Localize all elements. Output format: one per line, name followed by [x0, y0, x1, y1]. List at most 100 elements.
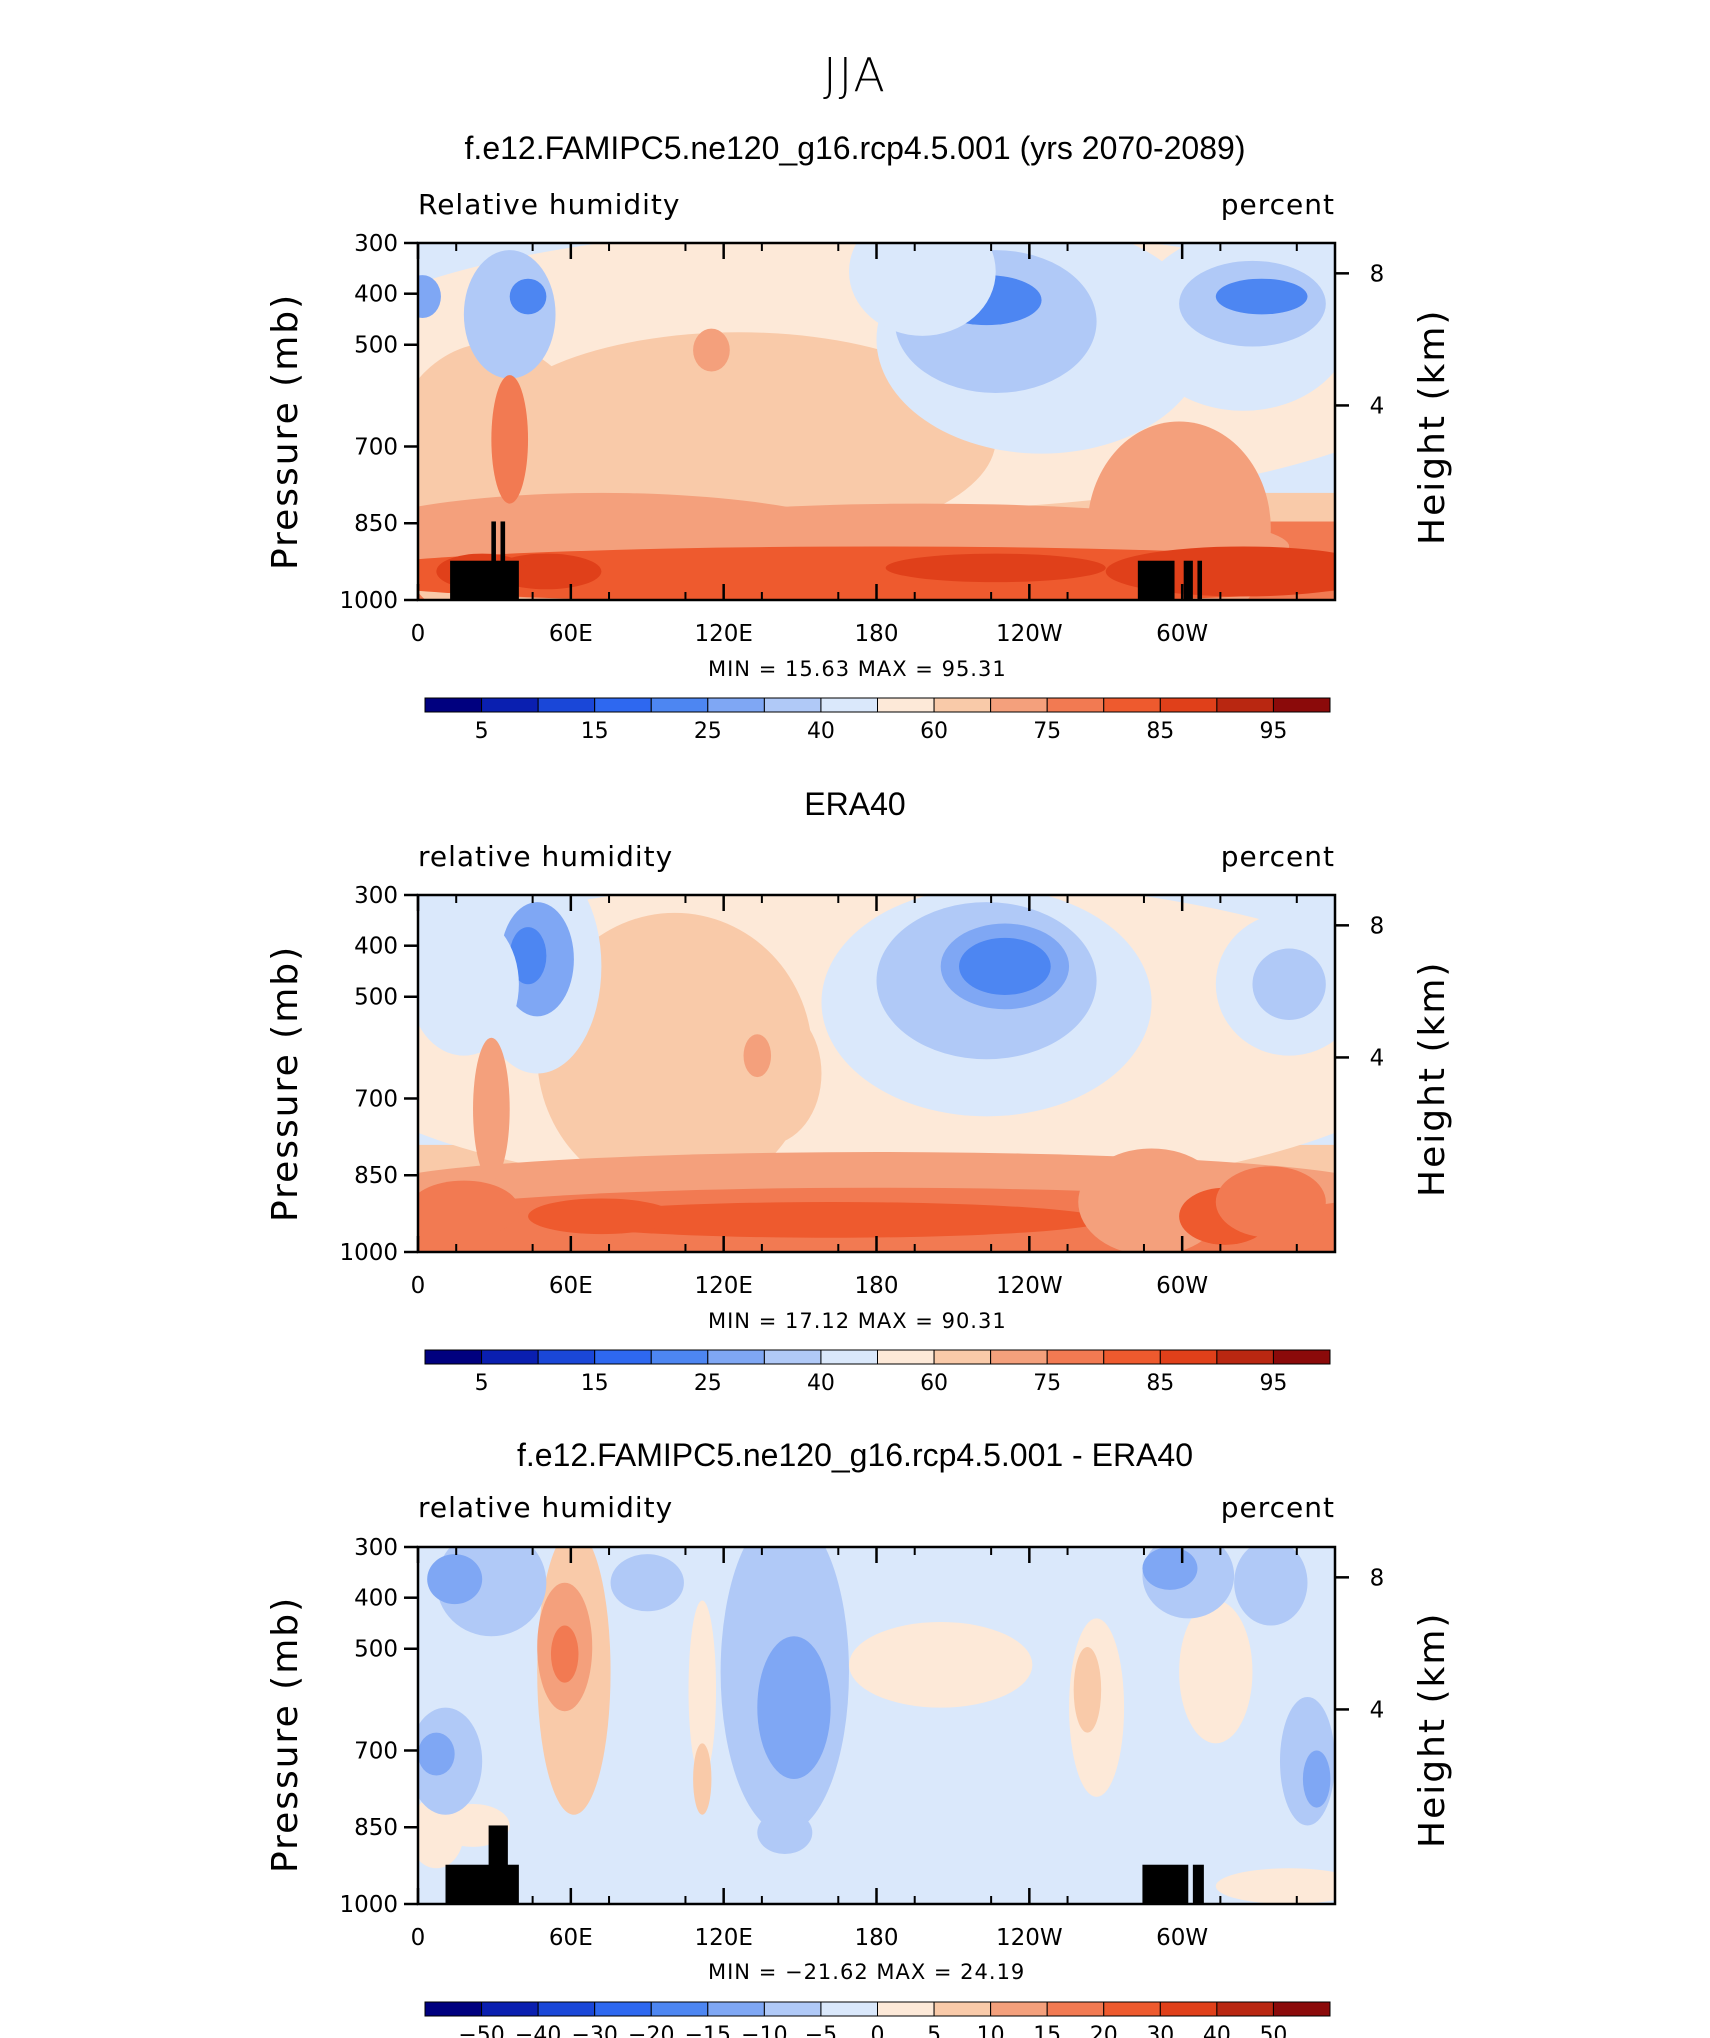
colorbar-label: −20 [628, 2023, 674, 2038]
panel-2-contour-field [418, 895, 1335, 1252]
contour-region [1073, 1646, 1102, 1733]
colorbar-label: −40 [515, 2023, 561, 2038]
colorbar-swatch [933, 697, 992, 713]
x-tick-label: 60W [1156, 621, 1208, 647]
colorbar-swatch [594, 1349, 652, 1365]
panel-2-units-label: percent [1220, 840, 1335, 873]
x-tick-label: 120E [694, 1925, 752, 1951]
x-tick-label: 0 [411, 1925, 426, 1951]
colorbar-label: 85 [1146, 1371, 1174, 1396]
y-tick-label: 400 [354, 1586, 398, 1612]
colorbar-swatch [481, 2001, 539, 2017]
y-tick-label: 700 [354, 1086, 398, 1112]
colorbar-swatch [650, 1349, 709, 1365]
colorbar-swatch [990, 697, 1048, 713]
colorbar-swatch [1046, 2001, 1105, 2017]
y2-tick-label: 8 [1370, 913, 1385, 939]
contour-region [1215, 1868, 1335, 1904]
colorbar-label: 25 [694, 1371, 722, 1396]
y-tick-label: 700 [354, 1738, 398, 1764]
contour-region [1215, 1166, 1326, 1238]
x-tick-label: 60W [1156, 1925, 1208, 1951]
panel-2-minmax: MIN = 17.12 MAX = 90.31 [708, 1309, 1007, 1333]
colorbar-swatch [1103, 2001, 1161, 2017]
y-tick-label: 1000 [339, 1892, 398, 1918]
colorbar-swatch [1216, 697, 1274, 713]
x-tick-label: 60E [549, 1273, 593, 1299]
contour-region [463, 250, 556, 379]
panel-3-title: f.e12.FAMIPC5.ne120_g16.rcp4.5.001 - ERA… [517, 1437, 1193, 1473]
colorbar-swatch [933, 2001, 992, 2017]
y-tick-label: 500 [354, 985, 398, 1011]
contour-region [959, 937, 1051, 995]
colorbar-swatch [1046, 697, 1105, 713]
panel-1-contour-field [418, 243, 1335, 600]
x-tick-label: 180 [855, 621, 899, 647]
y-tick-label: 300 [354, 883, 398, 909]
y-tick-label: 850 [354, 511, 398, 537]
colorbar-label: 0 [871, 2023, 885, 2038]
panel-2-chart: 0 60E 120E 180 120W 60W 300 400 500 700 850 1000 8 4 5… [339, 883, 1385, 1396]
y-tick-label: 500 [354, 1637, 398, 1663]
y-tick-label: 300 [354, 231, 398, 257]
contour-region [693, 1743, 712, 1815]
contour-region [1142, 1547, 1198, 1590]
colorbar-swatch [707, 697, 765, 713]
panel-3-chart: 0 60E 120E 180 120W 60W300400500700850100084−… [339, 1535, 1384, 2038]
y2-tick-label: 4 [1370, 393, 1385, 419]
contour-region [711, 1002, 822, 1145]
contour-region [1302, 1750, 1331, 1808]
colorbar-label: 5 [927, 2023, 941, 2038]
land-mask [1197, 560, 1203, 600]
colorbar-label: −10 [741, 2023, 787, 2038]
x-tick-label: 60W [1156, 1273, 1208, 1299]
y-tick-label: 400 [354, 934, 398, 960]
contour-region [757, 1636, 831, 1780]
land-mask [491, 521, 496, 600]
x-tick-label: 60E [549, 1925, 593, 1951]
colorbar-swatch [1103, 697, 1161, 713]
colorbar-swatch [537, 697, 596, 713]
colorbar-swatch [1272, 1349, 1331, 1365]
contour-region [1234, 1547, 1308, 1626]
colorbar-swatch [537, 2001, 596, 2017]
colorbar-swatch [1046, 1349, 1105, 1365]
land-mask [1183, 560, 1193, 600]
land-mask [1192, 1864, 1204, 1904]
colorbar-label: 75 [1033, 1371, 1061, 1396]
contour-region [473, 1037, 510, 1181]
colorbar-label: 40 [807, 1371, 835, 1396]
panel-1-units-label: percent [1220, 188, 1335, 221]
x-tick-label: 180 [855, 1925, 899, 1951]
contour-region [427, 1554, 483, 1605]
colorbar-label: 50 [1259, 2023, 1287, 2038]
x-tick-label: 180 [855, 1273, 899, 1299]
colorbar-label: 10 [977, 2023, 1005, 2038]
colorbar-swatch [650, 2001, 709, 2017]
y-tick-label: 400 [354, 282, 398, 308]
colorbar-swatch [1272, 697, 1331, 713]
panel-3-minmax: MIN = −21.62 MAX = 24.19 [708, 1960, 1026, 1984]
contour-region [418, 1732, 455, 1776]
contour-region [550, 1625, 579, 1683]
contour-region [1087, 421, 1271, 600]
colorbar-swatch [1159, 2001, 1218, 2017]
panel-3-units-label: percent [1220, 1491, 1335, 1524]
colorbar-swatch [707, 2001, 765, 2017]
y-tick-label: 1000 [339, 1240, 398, 1266]
panel-1-field-label: Relative humidity [418, 188, 681, 221]
colorbar-swatch [1216, 2001, 1274, 2017]
colorbar-swatch [933, 1349, 992, 1365]
contour-region [1179, 1600, 1253, 1744]
x-tick-label: 0 [411, 1273, 426, 1299]
colorbar-label: 15 [581, 719, 609, 744]
x-tick-label: 120W [996, 1273, 1063, 1299]
contour-region [509, 278, 547, 315]
colorbar-label: 25 [694, 719, 722, 744]
colorbar-label: 15 [1033, 2023, 1061, 2038]
contour-region [848, 1621, 1033, 1708]
contour-region [555, 1202, 1106, 1238]
contour-region [418, 1180, 519, 1238]
colorbar-swatch [481, 697, 539, 713]
y-tick-label: 1000 [339, 588, 398, 614]
